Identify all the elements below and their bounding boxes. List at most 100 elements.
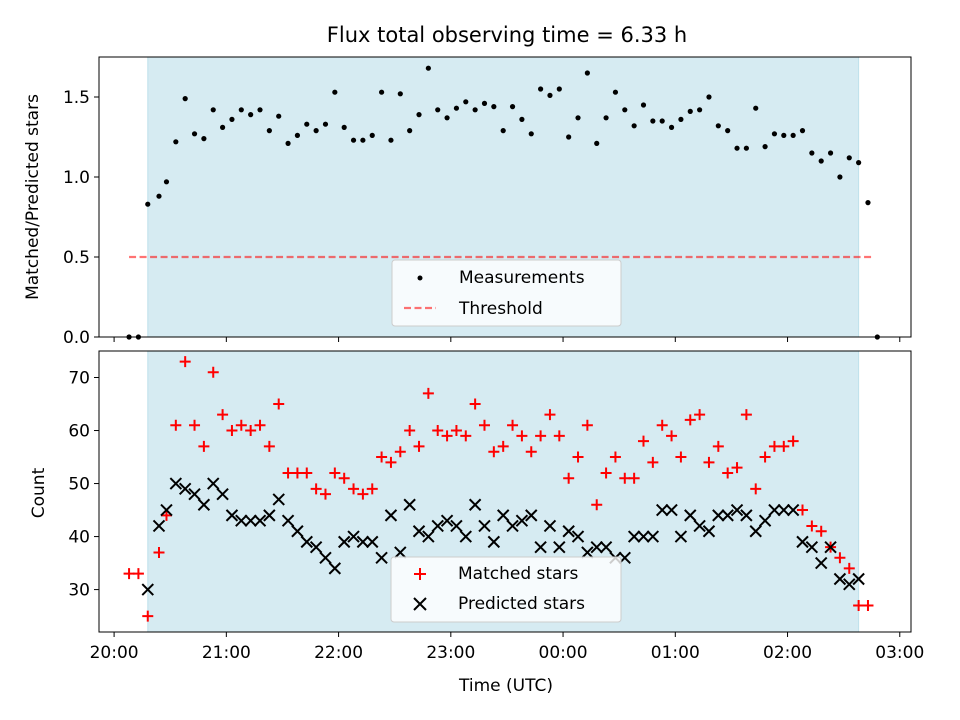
- bottom-axes-frame: [98, 350, 912, 633]
- matched-star-marker: [348, 483, 360, 495]
- matched-star-marker: [217, 409, 229, 421]
- predicted-star-marker: [178, 482, 192, 496]
- matched-star-marker: [815, 525, 827, 537]
- matched-star-marker: [740, 409, 752, 421]
- predicted-star-marker: [263, 509, 276, 522]
- predicted-star-marker: [216, 487, 229, 501]
- matched-star-marker: [722, 467, 734, 479]
- matched-star-marker: [153, 546, 165, 558]
- predicted-star-marker: [815, 556, 828, 570]
- matched-star-marker: [666, 430, 678, 442]
- measurement-point: [771, 131, 778, 137]
- y-tick-label: 30: [68, 581, 90, 601]
- measurement-point: [201, 136, 207, 142]
- x-tick-label: 00:00: [539, 643, 588, 663]
- top-legend: Measurements Threshold: [391, 259, 622, 327]
- matched-star-marker: [207, 366, 219, 378]
- predicted-star-marker: [627, 530, 641, 543]
- predicted-star-marker: [235, 514, 248, 527]
- matched-star-marker: [544, 409, 556, 421]
- matched-star-marker: [675, 451, 687, 463]
- predicted-star-marker: [506, 519, 519, 533]
- matched-star-marker: [385, 456, 397, 468]
- predicted-star-marker: [543, 519, 557, 533]
- measurement-point: [332, 89, 338, 95]
- y-tick-label: 40: [68, 528, 90, 548]
- matched-star-marker: [235, 419, 247, 431]
- matched-star-marker: [572, 451, 584, 463]
- measurement-point: [276, 113, 282, 119]
- matched-star-marker: [366, 483, 378, 495]
- matched-star-marker: [712, 440, 724, 452]
- measurement-point: [500, 128, 506, 134]
- measurement-point: [856, 160, 862, 166]
- predicted-star-marker: [599, 540, 613, 554]
- top-y-axis-label: Matched/Predicted stars: [23, 94, 43, 300]
- measurement-point: [435, 107, 441, 113]
- predicted-star-marker: [852, 572, 865, 586]
- legend-label-matched: Matched stars: [458, 564, 578, 584]
- measurement-point: [575, 115, 581, 121]
- predicted-star-marker: [843, 578, 856, 591]
- matched-star-marker: [628, 472, 640, 484]
- top-x-ticks: [113, 337, 901, 342]
- predicted-star-marker: [674, 530, 688, 543]
- measurement-point: [444, 115, 450, 121]
- measurement-point: [285, 140, 291, 146]
- predicted-star-marker: [712, 509, 725, 522]
- matched-star-marker: [797, 504, 809, 516]
- measurement-point: [191, 131, 198, 137]
- predicted-star-marker: [207, 477, 220, 490]
- predicted-star-marker: [749, 525, 762, 538]
- predicted-star-marker: [487, 535, 501, 549]
- measurement-point: [753, 105, 759, 111]
- predicted-star-marker: [496, 509, 510, 522]
- measurement-point: [538, 86, 544, 92]
- matched-star-marker: [441, 430, 453, 442]
- x-axis-label: Time (UTC): [458, 676, 553, 696]
- matched-star-marker: [170, 419, 182, 431]
- x-tick-label: 02:00: [763, 643, 812, 663]
- measurement-point: [229, 116, 235, 122]
- matched-star-marker: [862, 599, 874, 611]
- matched-star-marker: [563, 472, 575, 484]
- measurement-point: [743, 145, 749, 151]
- measurement-point: [837, 174, 843, 180]
- matched-star-marker: [581, 419, 593, 431]
- measurement-point: [678, 116, 684, 122]
- matched-star-marker: [291, 467, 303, 479]
- predicted-star-marker: [693, 519, 706, 533]
- matched-star-marker: [413, 440, 425, 452]
- bottom-panel: 30 40 50 60 70 20:00 21:00 22:00 23:00 00:00 01:0…: [29, 350, 924, 696]
- x-tick-label: 03:00: [875, 643, 924, 663]
- measurement-point: [650, 118, 656, 124]
- predicted-star-marker: [534, 540, 547, 554]
- bottom-legend: Matched stars Predicted stars: [390, 556, 622, 623]
- predicted-star-marker: [571, 530, 585, 543]
- matched-star-marker: [422, 387, 434, 399]
- predicted-star-marker: [253, 514, 267, 527]
- y-tick-label: 1.5: [63, 88, 90, 108]
- predicted-star-marker: [637, 530, 650, 543]
- measurement-point: [827, 150, 834, 156]
- matched-star-marker: [684, 414, 696, 426]
- predicted-star-marker: [356, 535, 370, 549]
- predicted-star-marker: [347, 530, 360, 543]
- measurement-point: [341, 124, 347, 130]
- predicted-star-marker: [160, 503, 173, 517]
- matched-star-marker: [432, 425, 444, 437]
- measurement-point: [210, 107, 216, 113]
- predicted-star-marker: [468, 498, 482, 511]
- predicted-star-marker: [225, 509, 239, 522]
- predicted-star-marker: [525, 509, 538, 522]
- predicted-star-marker: [281, 514, 295, 527]
- measurement-point: [416, 112, 422, 118]
- predicted-star-marker: [141, 583, 154, 596]
- predicted-star-marker: [740, 509, 753, 522]
- matched-star-marker: [778, 440, 790, 452]
- predicted-star-marker: [337, 535, 351, 549]
- predicted-star-marker: [665, 503, 678, 517]
- matched-star-marker: [450, 425, 462, 437]
- matched-star-marker: [142, 610, 154, 622]
- matched-star-marker: [488, 446, 500, 458]
